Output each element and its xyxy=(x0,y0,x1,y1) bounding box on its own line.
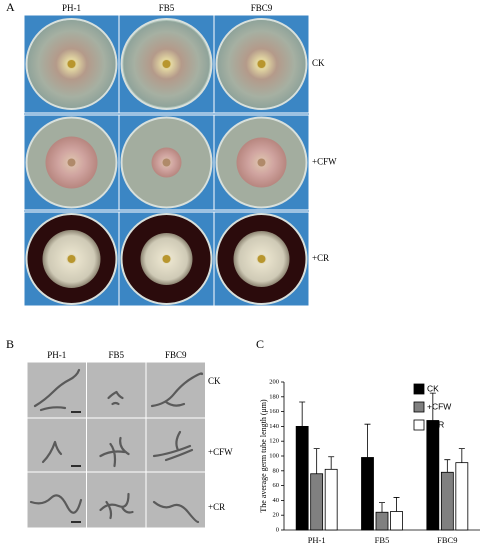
error-bar xyxy=(393,497,400,512)
y-tick-label: 140 xyxy=(269,423,279,430)
photo-cell-border xyxy=(213,211,310,307)
legend-swatch xyxy=(413,419,425,431)
colony-center xyxy=(162,60,171,68)
y-tick-label: 180 xyxy=(269,393,279,400)
colony-center xyxy=(67,255,76,263)
legend-swatch xyxy=(413,401,425,413)
error-bar xyxy=(328,456,335,470)
photo-cell-border xyxy=(213,114,310,211)
y-tick-label: 160 xyxy=(269,408,279,415)
y-tick-label: 60 xyxy=(273,482,280,489)
germ-tube xyxy=(29,494,83,514)
y-axis-label: The average germ tube length (μm) xyxy=(259,399,268,513)
legend-label: +CFW xyxy=(427,401,451,411)
micrograph-cell xyxy=(86,417,147,473)
colony-center xyxy=(257,158,266,167)
colony-center xyxy=(67,60,76,68)
x-tick-label: FB5 xyxy=(375,535,390,545)
colony-center xyxy=(162,158,171,167)
y-tick-label: 100 xyxy=(269,452,279,459)
error-bar xyxy=(313,448,320,474)
legend-label: CK xyxy=(427,383,439,393)
x-tick-label: PH-1 xyxy=(308,535,326,545)
error-bar xyxy=(429,392,436,421)
y-tick-label: 0 xyxy=(276,526,279,533)
germ-tube xyxy=(41,440,63,464)
error-bar xyxy=(458,448,465,463)
germ-tube xyxy=(150,372,204,408)
germ-tube xyxy=(33,368,81,408)
micrograph-cell xyxy=(86,361,147,419)
row-label: +CR xyxy=(312,253,329,263)
row-label: CK xyxy=(312,58,325,68)
germ-tube xyxy=(99,492,134,520)
error-bar xyxy=(444,459,451,473)
colony-center xyxy=(257,60,266,68)
row-label: +CFW xyxy=(312,157,337,167)
germ-tube xyxy=(164,400,186,407)
bar xyxy=(390,511,403,531)
micrograph-cell xyxy=(145,361,206,419)
y-tick-label: 20 xyxy=(273,512,280,519)
micrograph-cell xyxy=(86,471,147,529)
column-label: FB5 xyxy=(159,3,175,13)
x-tick-label: FBC9 xyxy=(437,535,457,545)
error-bar xyxy=(379,502,385,513)
germ-tube xyxy=(152,500,200,524)
error-bar xyxy=(364,423,371,458)
micrograph-cell xyxy=(145,471,206,529)
bar xyxy=(375,511,389,531)
y-tick-label: 80 xyxy=(273,467,280,474)
micrograph-cell xyxy=(26,361,87,419)
legend-swatch xyxy=(413,383,425,395)
germ-tube xyxy=(107,390,124,400)
bar xyxy=(310,473,324,531)
error-bar xyxy=(299,401,306,427)
colony-center xyxy=(162,255,171,263)
column-label: FB5 xyxy=(108,350,124,360)
germ-tube xyxy=(39,406,67,412)
colony-center xyxy=(257,255,266,263)
row-label: +CFW xyxy=(208,447,233,457)
y-tick-label: 120 xyxy=(269,438,279,445)
row-label: +CR xyxy=(208,502,225,512)
legend-label: +CR xyxy=(427,419,444,429)
panel-label: C xyxy=(256,337,264,351)
bar xyxy=(295,425,309,531)
micrograph-cell xyxy=(26,471,87,529)
bar xyxy=(455,462,469,531)
panel-label: B xyxy=(6,337,14,351)
y-tick-label: 200 xyxy=(269,378,279,385)
column-label: PH-1 xyxy=(62,3,81,13)
column-label: FBC9 xyxy=(165,350,187,360)
bar xyxy=(361,457,374,531)
germ-tube xyxy=(111,401,120,406)
bar xyxy=(426,420,440,531)
column-label: FBC9 xyxy=(251,3,273,13)
germ-tube xyxy=(99,436,130,468)
germ-tube xyxy=(175,430,182,452)
photo-cell-border xyxy=(213,14,310,114)
bar xyxy=(440,471,454,531)
colony-center xyxy=(67,158,76,167)
column-label: PH-1 xyxy=(47,350,66,360)
panel-label: A xyxy=(6,0,15,14)
y-tick-label: 40 xyxy=(273,497,280,504)
bar xyxy=(324,468,338,531)
row-label: CK xyxy=(208,376,221,386)
germ-tube xyxy=(152,444,194,462)
